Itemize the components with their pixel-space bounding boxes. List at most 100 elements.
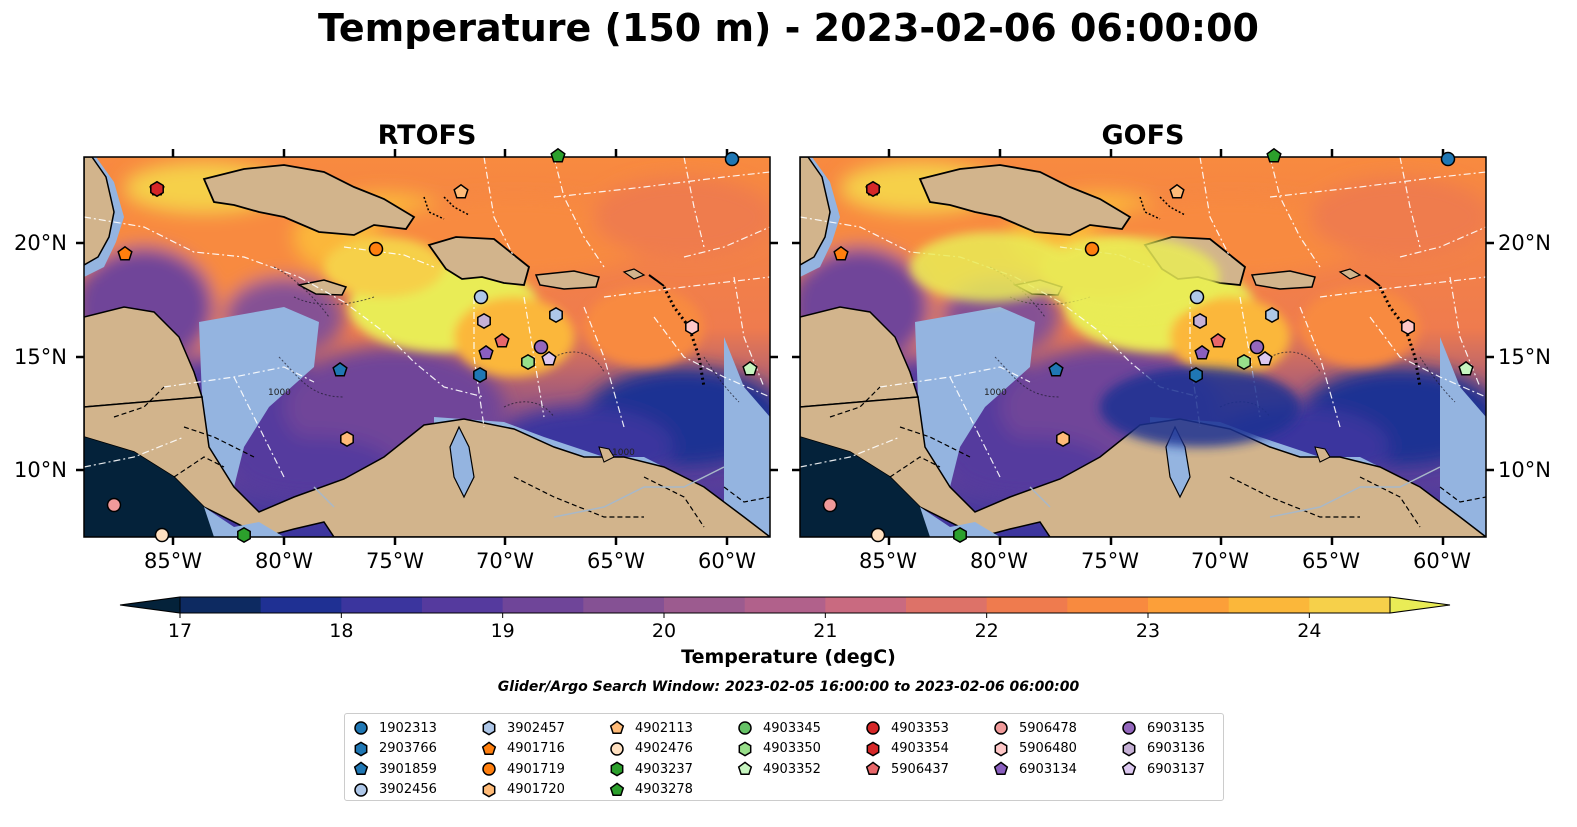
figure-title: Temperature (150 m) - 2023-02-06 06:00:0… [317,6,1259,50]
legend-item: 4903278 [609,780,693,801]
float-marker-3902456 [1189,289,1205,305]
hexagon-marker-icon [1122,741,1136,757]
legend-item: 4903350 [737,739,821,760]
legend-item: 3902457 [481,718,565,739]
gofs-panel-title: GOFS [1101,120,1185,151]
legend-marker [866,741,880,757]
float-marker-2903766 [1189,367,1203,383]
legend-marker [865,761,881,776]
float-marker-4903278 [550,147,566,163]
legend-item: 4902476 [609,739,693,760]
legend-marker [738,721,752,735]
legend-marker [866,721,880,735]
hexagon-marker-icon [610,761,624,777]
legend-label: 5906480 [1019,741,1077,757]
colorbar-tick-label: 19 [491,620,515,642]
float-marker-4903278 [1266,147,1282,163]
circle-marker-icon [482,762,496,776]
colorbar-segment [502,597,584,613]
legend-marker [354,783,368,797]
lon-tick-label: 85°W [859,549,917,573]
lat-tick-label: 20°N [14,231,67,255]
float-marker-6903137 [1257,350,1273,366]
float-marker-3902456 [473,289,489,305]
float-marker-4901720 [1056,431,1070,447]
float-marker-6903136 [1193,313,1207,329]
legend-marker [610,742,624,756]
rtofs-panel-title: RTOFS [377,120,477,151]
search-window-text: Glider/Argo Search Window: 2023-02-05 16… [497,679,1080,695]
legend-label: 4903352 [763,761,821,777]
float-marker-3901859 [1048,361,1064,377]
contour-label: 1000 [984,388,1007,398]
contour-label: 1000 [612,448,635,458]
lat-labels-left: 20°N 15°N 10°N [14,231,67,482]
colorbar-segment [1228,597,1310,613]
hexagon-marker-icon [354,741,368,757]
legend-marker [482,720,496,736]
legend-item: 1902313 [353,718,437,739]
legend-column: 3902457 4901716 4901719 4901720 [481,718,565,800]
legend-label: 2903766 [379,741,437,757]
float-marker-4901716 [117,245,133,261]
legend-item: 6903136 [1121,739,1205,760]
colorbar-tick-label: 24 [1297,620,1321,642]
colorbar-extend-low [119,596,181,614]
legend-label: 4903345 [763,720,821,736]
legend-item: 5906480 [993,739,1077,760]
lon-tick-label: 60°W [698,549,756,573]
pentagon-marker-icon [609,782,625,796]
colorbar-segment [341,597,423,613]
legend-item: 4903354 [865,739,949,760]
legend-marker [353,761,369,776]
colorbar-segment [825,597,907,613]
legend-marker [1121,761,1137,776]
pentagon-marker-icon [865,761,881,776]
legend-label: 4901719 [507,761,565,777]
colorbar-segment [422,597,504,613]
float-marker-4902113 [1169,183,1185,199]
float-marker-6903134 [1194,344,1210,360]
legend-label: 6903134 [1019,761,1077,777]
legend-marker [354,721,368,735]
legend-label: 1902313 [379,720,437,736]
lon-labels-right: 85°W 80°W 75°W 70°W 65°W 60°W [859,549,1471,573]
legend-label: 3901859 [379,761,437,777]
hexagon-marker-icon [994,741,1008,757]
circle-marker-icon [610,742,624,756]
legend-label: 4902113 [635,720,693,736]
float-marker-2903766 [473,367,487,383]
legend-label: 4903350 [763,741,821,757]
colorbar-tick-label: 22 [975,620,999,642]
pentagon-marker-icon [609,720,625,735]
lon-tick-label: 60°W [1413,549,1471,573]
float-marker-5906478 [106,497,122,513]
float-marker-5906437 [1210,332,1226,348]
legend-column: 6903135 6903136 6903137 [1121,718,1205,780]
legend-label: 4903354 [891,741,949,757]
rtofs-map [74,157,784,537]
pentagon-marker-icon [993,761,1009,776]
legend-label: 5906437 [891,761,949,777]
lon-tick-label: 80°W [970,549,1028,573]
legend-marker [481,741,497,755]
circle-marker-icon [354,721,368,735]
legend-label: 4901716 [507,741,565,757]
legend-item: 6903134 [993,759,1077,780]
legend-item: 5906478 [993,718,1077,739]
colorbar-segment [260,597,342,613]
circle-marker-icon [866,721,880,735]
colorbar-segment [180,597,262,613]
legend-column: 5906478 5906480 6903134 [993,718,1077,780]
colorbar: 17 18 19 20 21 22 23 24 [119,596,1451,642]
legend-marker [482,762,496,776]
circle-marker-icon [1122,721,1136,735]
legend-marker [610,761,624,777]
legend-item: 6903137 [1121,759,1205,780]
float-marker-4903350 [521,354,535,370]
legend-label: 6903136 [1147,741,1205,757]
hexagon-marker-icon [738,741,752,757]
lon-tick-label: 75°W [1081,549,1139,573]
legend-label: 3902457 [507,720,565,736]
float-marker-6903135 [1249,339,1265,355]
